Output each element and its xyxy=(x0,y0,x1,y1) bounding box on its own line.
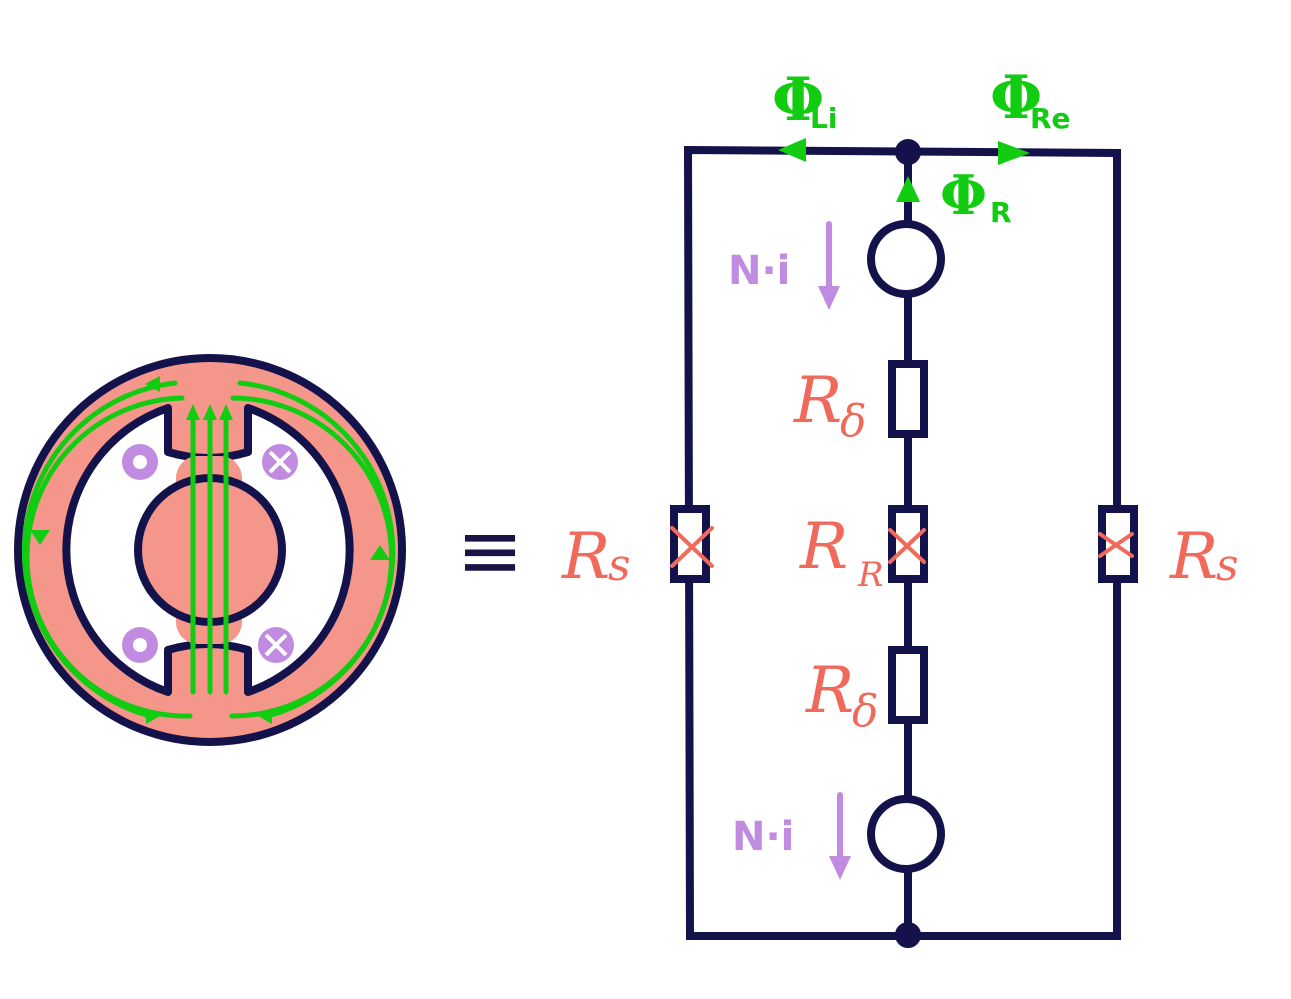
svg-text:R: R xyxy=(805,654,854,728)
svg-text:R: R xyxy=(799,510,848,584)
svg-text:R: R xyxy=(561,520,610,594)
svg-text:R: R xyxy=(793,364,842,438)
coil-in-icon xyxy=(258,627,294,663)
circuit-flux-arrows xyxy=(778,138,1030,202)
svg-text:δ: δ xyxy=(840,396,867,447)
svg-text:Φ: Φ xyxy=(940,163,987,227)
mmf-arrows xyxy=(818,221,851,880)
machine-cross-section xyxy=(14,354,406,746)
coil-in-icon xyxy=(262,444,298,480)
reluctance-label-rotor: R R xyxy=(799,510,884,595)
equivalence-symbol: ≡ xyxy=(456,504,523,597)
reluctance-label-gap-top: R δ xyxy=(793,364,867,447)
flux-center-arrow xyxy=(896,176,920,202)
mmf-source-top xyxy=(867,220,945,298)
flux-paths xyxy=(21,380,396,719)
mmf-source-bottom xyxy=(867,795,945,873)
flux-label-right: Φ Re xyxy=(990,63,1071,135)
svg-text:R: R xyxy=(990,196,1012,229)
svg-text:s: s xyxy=(608,540,631,591)
mmf-label-bottom: N·i xyxy=(732,814,794,860)
flux-right-arrow xyxy=(998,141,1030,165)
svg-text:Re: Re xyxy=(1030,102,1071,135)
flux-label-left: Φ Li xyxy=(772,65,837,135)
bottom-node xyxy=(895,922,921,948)
cross-marks xyxy=(670,526,1134,568)
reluctance-label-left-stator: R s xyxy=(561,520,631,594)
mmf-label-top: N·i xyxy=(728,248,790,294)
flux-left-arrow xyxy=(778,138,806,162)
flux-arrowheads xyxy=(30,376,390,724)
svg-text:Li: Li xyxy=(810,102,837,135)
coil-out-icon xyxy=(122,444,158,480)
top-node xyxy=(895,139,921,165)
reluctance-label-right-stator: R s xyxy=(1169,520,1239,594)
svg-text:δ: δ xyxy=(852,686,879,737)
svg-text:Φ: Φ xyxy=(990,63,1042,133)
circuit-frame xyxy=(683,145,1121,940)
svg-text:Φ: Φ xyxy=(772,65,824,135)
svg-text:s: s xyxy=(1216,540,1239,591)
reluctance-gap-bottom-box xyxy=(888,646,928,724)
coil-out-icon xyxy=(122,627,158,663)
svg-text:R: R xyxy=(1169,520,1218,594)
reluctance-gap-top-box xyxy=(888,360,928,438)
reluctance-label-gap-bottom: R δ xyxy=(805,654,879,737)
flux-label-center: Φ R xyxy=(940,163,1012,229)
svg-text:R: R xyxy=(857,555,884,595)
